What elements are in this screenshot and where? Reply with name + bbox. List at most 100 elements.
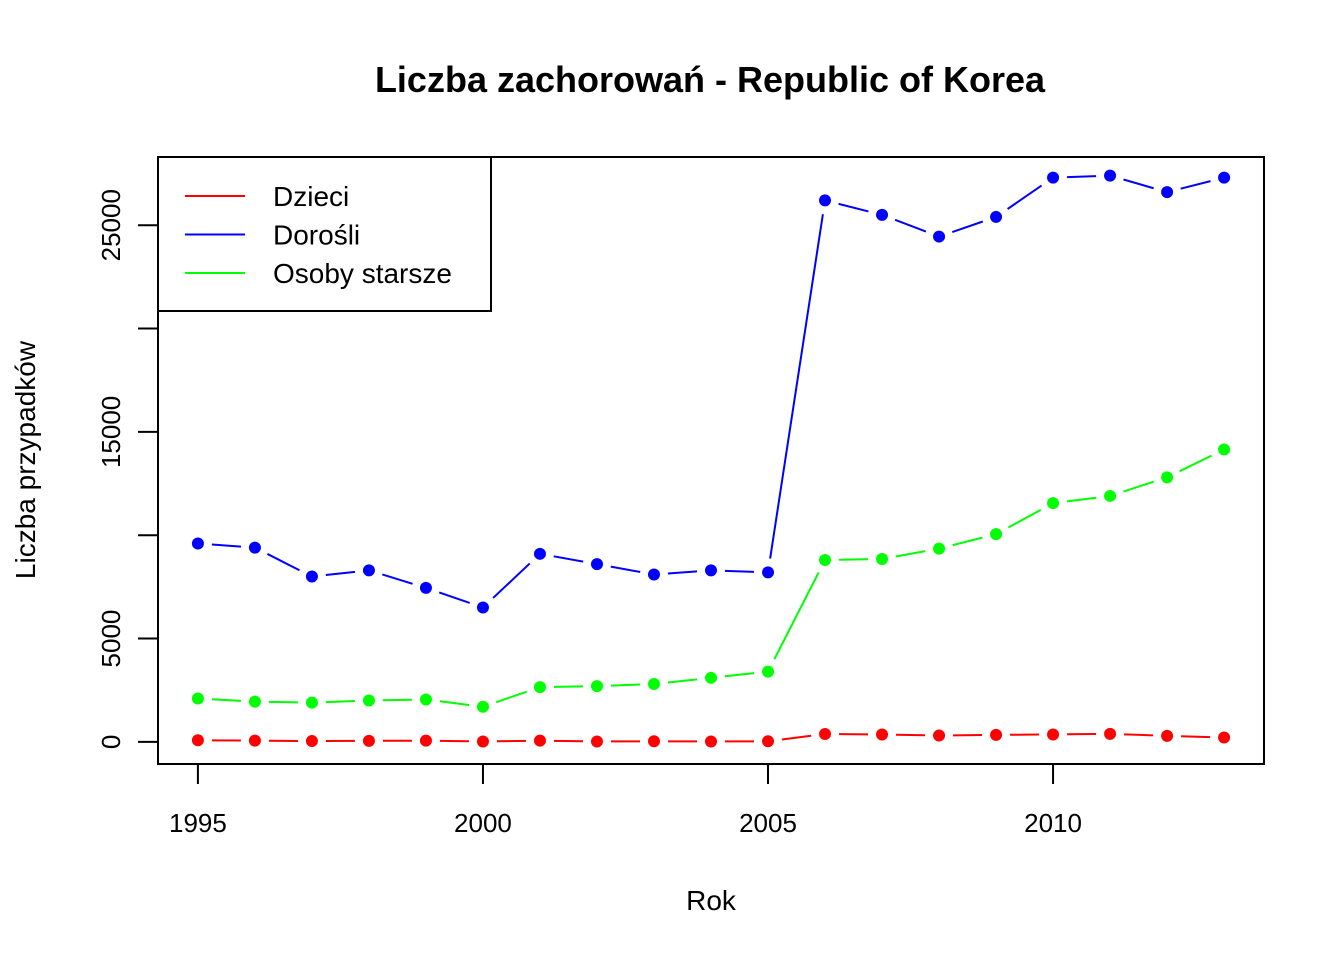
data-point <box>876 552 889 565</box>
series-segment <box>894 218 927 233</box>
series-segment <box>438 591 471 604</box>
x-axis-label: Rok <box>686 885 737 916</box>
series-segment <box>553 555 584 563</box>
series-segment <box>1180 180 1211 190</box>
data-point <box>1104 169 1117 182</box>
data-point <box>990 728 1003 741</box>
data-point <box>705 735 717 748</box>
data-point <box>762 665 775 678</box>
series-segment <box>268 700 298 704</box>
data-point <box>248 695 261 708</box>
series-segment <box>382 573 413 585</box>
data-point <box>990 210 1003 223</box>
series-segment <box>266 553 300 572</box>
data-point <box>533 547 546 560</box>
data-point <box>762 566 775 579</box>
data-point <box>1047 171 1060 184</box>
data-point <box>705 564 717 577</box>
series-segment <box>1066 496 1097 503</box>
data-point <box>1047 497 1060 510</box>
series-layer <box>191 169 1231 748</box>
y-axis-label: Liczba przypadków <box>10 340 41 579</box>
data-point <box>933 230 946 243</box>
y-axis: 0 5000 15000 25000 <box>96 189 159 749</box>
series-segment <box>1067 175 1097 179</box>
data-point <box>305 570 318 583</box>
data-point <box>362 694 375 707</box>
legend: Dzieci Dorośli Osoby starsze <box>157 156 492 312</box>
series-segment <box>667 678 698 684</box>
series-segment <box>610 565 641 573</box>
data-point <box>1218 731 1231 744</box>
data-point <box>590 680 603 693</box>
data-point <box>476 700 489 713</box>
data-point <box>1161 729 1174 742</box>
series-segment <box>1181 735 1211 739</box>
series-segment <box>838 202 869 213</box>
data-point <box>305 735 318 748</box>
legend-label: Dzieci <box>273 181 349 212</box>
series-1 <box>191 169 1231 614</box>
data-point <box>705 671 717 684</box>
x-tick-label: 2000 <box>454 808 512 838</box>
data-point <box>1047 728 1060 741</box>
series-segment <box>1124 733 1154 737</box>
series-segment <box>952 536 983 547</box>
data-point <box>819 194 832 207</box>
data-point <box>1104 727 1117 740</box>
series-segment <box>769 214 824 559</box>
data-point <box>762 735 775 748</box>
series-segment <box>896 733 926 737</box>
data-point <box>647 678 660 691</box>
series-2 <box>191 443 1231 713</box>
data-point <box>1218 443 1231 456</box>
series-segment <box>1123 178 1154 190</box>
x-tick-label: 2010 <box>1024 808 1082 838</box>
legend-label: Dorośli <box>273 220 360 251</box>
series-segment <box>495 690 528 704</box>
data-point <box>819 728 832 741</box>
data-point <box>362 734 375 747</box>
data-point <box>248 541 261 554</box>
legend-label: Osoby starsze <box>273 258 452 289</box>
series-segment <box>439 700 470 706</box>
x-tick-label: 1995 <box>169 808 227 838</box>
data-point <box>1161 471 1174 484</box>
series-segment <box>553 685 583 688</box>
data-point <box>533 681 546 694</box>
data-point <box>1161 186 1174 199</box>
data-point <box>191 734 204 747</box>
data-point <box>876 208 889 221</box>
data-point <box>1104 489 1117 502</box>
data-point <box>990 528 1003 541</box>
data-point <box>647 735 660 748</box>
data-point <box>191 692 204 705</box>
data-point <box>933 729 946 742</box>
data-point <box>362 564 375 577</box>
data-point <box>248 734 261 747</box>
series-segment <box>325 700 355 704</box>
data-point <box>1218 171 1231 184</box>
data-point <box>533 734 546 747</box>
data-point <box>305 696 318 709</box>
series-segment <box>951 220 984 233</box>
series-segment <box>211 543 242 548</box>
series-segment <box>895 550 926 558</box>
series-segment <box>781 734 812 741</box>
data-point <box>590 558 603 571</box>
data-point <box>419 693 432 706</box>
series-segment <box>773 572 820 660</box>
chart-title: Liczba zachorowań - Republic of Korea <box>375 59 1046 100</box>
series-segment <box>724 672 755 678</box>
data-point <box>419 734 432 747</box>
x-axis: 1995 2000 2005 2010 <box>169 763 1082 838</box>
y-tick-label: 5000 <box>96 610 126 668</box>
series-segment <box>724 569 755 573</box>
data-point <box>933 542 946 555</box>
data-point <box>647 568 660 581</box>
series-segment <box>1179 454 1212 473</box>
series-segment <box>667 570 698 575</box>
series-segment <box>211 698 241 702</box>
series-segment <box>382 698 412 702</box>
